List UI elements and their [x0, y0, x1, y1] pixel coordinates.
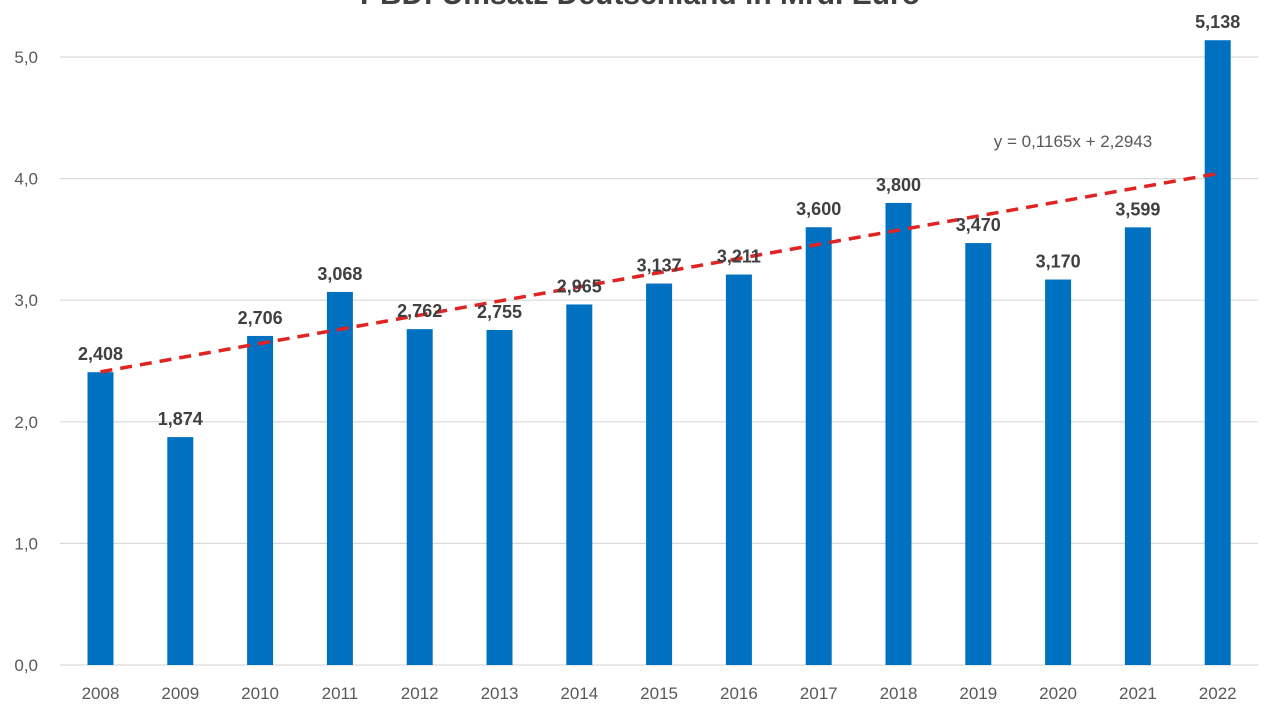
bar-2020: [1045, 279, 1072, 665]
x-tick-label: 2022: [1199, 684, 1237, 703]
x-axis-tick-labels: 2008 2009 2010 2011 2012 2013 2014 2015 2016 2017…: [82, 684, 1237, 703]
bar-2014: [566, 304, 593, 665]
data-label-2010: 2,706: [238, 308, 283, 328]
y-tick-label: 3,0: [14, 291, 38, 310]
x-tick-label: 2009: [161, 684, 199, 703]
bar-2011: [326, 291, 353, 665]
bar-2017: [805, 227, 832, 666]
x-tick-label: 2017: [800, 684, 838, 703]
trendline-group: [100, 171, 1219, 374]
y-tick-label: 2,0: [14, 413, 38, 432]
bar-2022: [1204, 40, 1231, 666]
x-tick-label: 2013: [481, 684, 519, 703]
bar-2008: [87, 372, 114, 665]
x-tick-label: 2015: [640, 684, 678, 703]
data-label-2014: 2,965: [557, 276, 602, 296]
x-tick-label: 2016: [720, 684, 758, 703]
data-labels: 2,408 1,874 2,706 3,068 2,762 2,755 2,965 3,137…: [78, 12, 1240, 429]
y-tick-label: 5,0: [14, 48, 38, 67]
bar-2015: [646, 283, 673, 665]
data-label-2013: 2,755: [477, 302, 522, 322]
bar-2018: [885, 202, 912, 666]
data-label-2019: 3,470: [956, 215, 1001, 235]
x-tick-label: 2021: [1119, 684, 1157, 703]
y-axis-tick-labels: 0,0 1,0 2,0 3,0 4,0 5,0: [14, 48, 38, 675]
data-label-2016: 3,211: [717, 247, 761, 267]
data-label-2017: 3,600: [796, 199, 841, 219]
x-tick-label: 2011: [322, 684, 359, 703]
y-tick-label: 0,0: [14, 656, 38, 675]
bar-2019: [965, 243, 992, 665]
x-tick-label: 2010: [241, 684, 279, 703]
bar-2010: [247, 335, 274, 665]
y-tick-label: 4,0: [14, 170, 38, 189]
bar-2012: [406, 329, 433, 665]
chart-title: PBD: Umsatz Deutschland in Mrd. Euro: [360, 0, 920, 11]
y-tick-label: 1,0: [14, 534, 38, 553]
data-label-2011: 3,068: [317, 264, 362, 284]
x-tick-label: 2020: [1039, 684, 1077, 703]
data-label-2012: 2,762: [397, 301, 442, 321]
data-label-2021: 3,599: [1115, 199, 1160, 219]
data-label-2020: 3,170: [1036, 252, 1081, 272]
bars: [87, 40, 1231, 666]
x-tick-label: 2019: [959, 684, 997, 703]
bar-2009: [167, 437, 194, 665]
x-tick-label: 2014: [560, 684, 598, 703]
bar-2016: [725, 274, 752, 665]
data-label-2008: 2,408: [78, 344, 123, 364]
data-label-2022: 5,138: [1195, 12, 1240, 32]
data-label-2015: 3,137: [637, 256, 682, 276]
x-tick-label: 2018: [880, 684, 918, 703]
x-tick-label: 2012: [401, 684, 439, 703]
trendline-equation: y = 0,1165x + 2,2943: [994, 132, 1152, 151]
trendline: [100, 171, 1219, 374]
bar-2021: [1124, 227, 1151, 665]
x-tick-label: 2008: [82, 684, 120, 703]
bar-2013: [486, 329, 513, 665]
data-label-2009: 1,874: [158, 409, 203, 429]
data-label-2018: 3,800: [876, 175, 921, 195]
